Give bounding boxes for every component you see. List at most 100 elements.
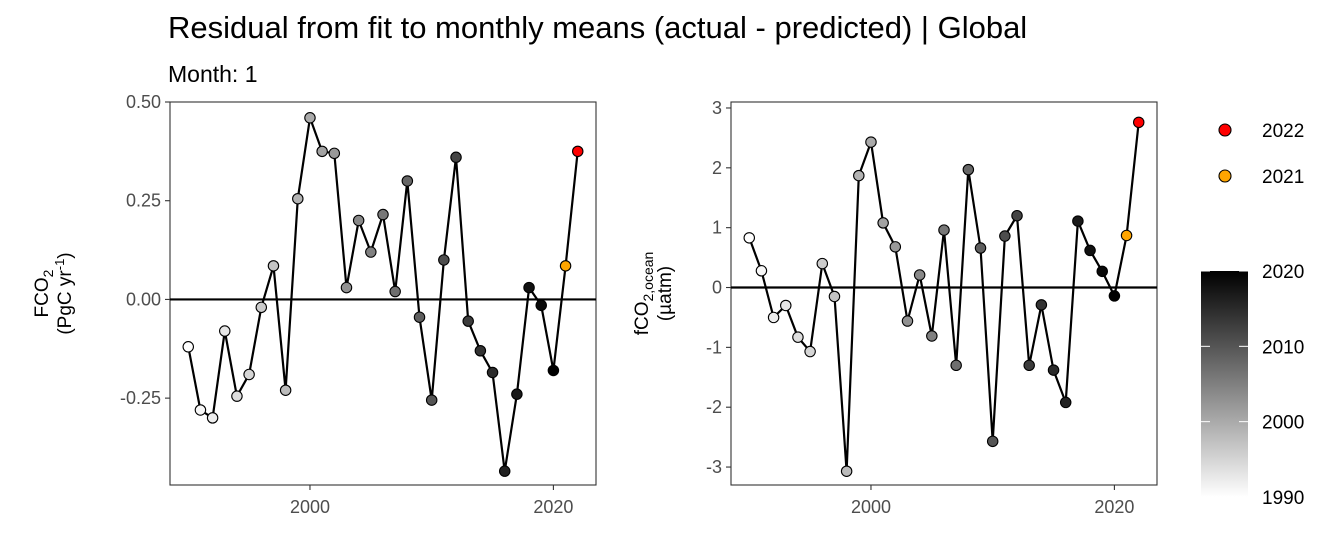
data-point bbox=[206, 412, 219, 424]
data-point bbox=[804, 345, 816, 358]
data-point bbox=[292, 192, 304, 205]
y-axis-units-end: ) bbox=[55, 252, 76, 258]
data-point bbox=[743, 232, 756, 244]
y-tick-label: 0.50 bbox=[126, 92, 161, 112]
y-tick-label: -1 bbox=[706, 337, 722, 357]
data-point bbox=[377, 208, 389, 221]
colorbar bbox=[1201, 271, 1248, 497]
data-point bbox=[1035, 299, 1048, 311]
data-point bbox=[462, 315, 474, 327]
series-line bbox=[748, 122, 1140, 473]
plot-border bbox=[169, 101, 597, 486]
data-point bbox=[755, 265, 768, 277]
y-tick-label: -3 bbox=[706, 457, 722, 477]
x-tick-label: 2020 bbox=[1094, 497, 1134, 517]
data-point bbox=[243, 368, 255, 381]
y-tick-label: 1 bbox=[712, 218, 722, 238]
data-point bbox=[816, 257, 829, 270]
data-point bbox=[535, 299, 547, 312]
data-point bbox=[1084, 244, 1096, 257]
data-point bbox=[901, 315, 914, 327]
y-axis-units: (PgC yr bbox=[55, 270, 76, 335]
y-tick-label: 3 bbox=[712, 98, 722, 118]
y-tick-label: -2 bbox=[706, 397, 722, 417]
x-tick-label: 2000 bbox=[290, 497, 330, 517]
data-point bbox=[1132, 116, 1145, 129]
x-tick-label: 2020 bbox=[533, 497, 573, 517]
legend: 2022 2021 2020 2010 2000 1990 bbox=[1201, 121, 1304, 509]
y-axis-units: (µatm) bbox=[655, 266, 676, 321]
data-point bbox=[889, 241, 902, 253]
data-point bbox=[231, 390, 243, 402]
data-point bbox=[1096, 265, 1108, 278]
data-point bbox=[450, 151, 462, 164]
data-point bbox=[316, 145, 328, 158]
data-point bbox=[1108, 290, 1121, 302]
data-point bbox=[523, 281, 535, 294]
chart-subtitle: Month: 1 bbox=[168, 61, 258, 87]
data-point bbox=[255, 301, 268, 314]
y-tick-label: 0 bbox=[712, 278, 722, 298]
panel-1: 0.50 0.25 0.00 -0.25 2000 2020 FCO2(PgC yr-1) bbox=[32, 92, 597, 517]
data-point bbox=[498, 465, 511, 477]
data-point bbox=[1059, 396, 1072, 409]
data-point bbox=[1047, 364, 1060, 376]
legend-key bbox=[1218, 169, 1232, 183]
series-line bbox=[187, 116, 579, 473]
data-point bbox=[267, 260, 280, 272]
data-point bbox=[559, 260, 572, 272]
data-point bbox=[365, 246, 377, 258]
data-point bbox=[194, 404, 207, 416]
data-point bbox=[401, 175, 414, 187]
data-point bbox=[962, 163, 975, 176]
data-point bbox=[340, 281, 353, 294]
data-point bbox=[182, 341, 195, 353]
colorbar-label: 2000 bbox=[1262, 413, 1304, 434]
y-tick-label: 2 bbox=[712, 158, 722, 178]
y-axis-title: FCO2(PgC yr-1) bbox=[32, 252, 76, 334]
data-point bbox=[926, 330, 938, 342]
data-point bbox=[999, 230, 1011, 242]
data-point bbox=[950, 359, 962, 372]
data-point bbox=[1120, 229, 1133, 242]
data-point bbox=[328, 147, 341, 160]
x-tick-label: 2000 bbox=[851, 497, 891, 517]
data-point bbox=[389, 285, 401, 298]
data-point bbox=[767, 311, 780, 324]
data-point bbox=[865, 136, 877, 148]
chart-title: Residual from fit to monthly means (actu… bbox=[168, 10, 1028, 45]
y-axis-units-sup: -1 bbox=[52, 259, 67, 271]
data-point bbox=[780, 299, 792, 312]
data-point bbox=[425, 394, 438, 406]
y-tick-label: 0.25 bbox=[126, 191, 161, 211]
y-axis-title: fCO2,ocean(µatm) bbox=[632, 252, 676, 336]
data-point bbox=[304, 112, 316, 124]
y-axis-title-main: FCO bbox=[32, 277, 53, 317]
data-point bbox=[792, 331, 804, 343]
data-point bbox=[279, 384, 292, 396]
data-point bbox=[219, 325, 231, 337]
data-point bbox=[352, 214, 365, 227]
data-point bbox=[571, 145, 584, 158]
legend-label: 2021 bbox=[1262, 167, 1304, 188]
panel-2: 3 2 1 0 -1 -2 -3 2000 2020 fCO2,ocean(µatm) bbox=[632, 98, 1158, 517]
data-point bbox=[1023, 359, 1035, 372]
plot-border bbox=[730, 101, 1158, 486]
data-point bbox=[413, 311, 426, 323]
y-tick-label: -0.25 bbox=[120, 388, 161, 408]
data-point bbox=[486, 366, 499, 379]
data-point bbox=[438, 254, 450, 266]
data-point bbox=[474, 345, 487, 357]
data-point bbox=[986, 435, 999, 448]
y-axis-title-sub: 2,ocean bbox=[640, 252, 656, 302]
colorbar-label: 2020 bbox=[1262, 262, 1304, 283]
data-point bbox=[547, 364, 560, 377]
y-axis-title-sub: 2 bbox=[40, 269, 56, 277]
data-point bbox=[974, 242, 987, 254]
data-point bbox=[913, 269, 926, 281]
y-axis-title-main: fCO bbox=[632, 302, 653, 336]
data-point bbox=[853, 169, 865, 182]
y-tick-label: 0.00 bbox=[126, 289, 161, 309]
legend-key bbox=[1218, 123, 1232, 137]
